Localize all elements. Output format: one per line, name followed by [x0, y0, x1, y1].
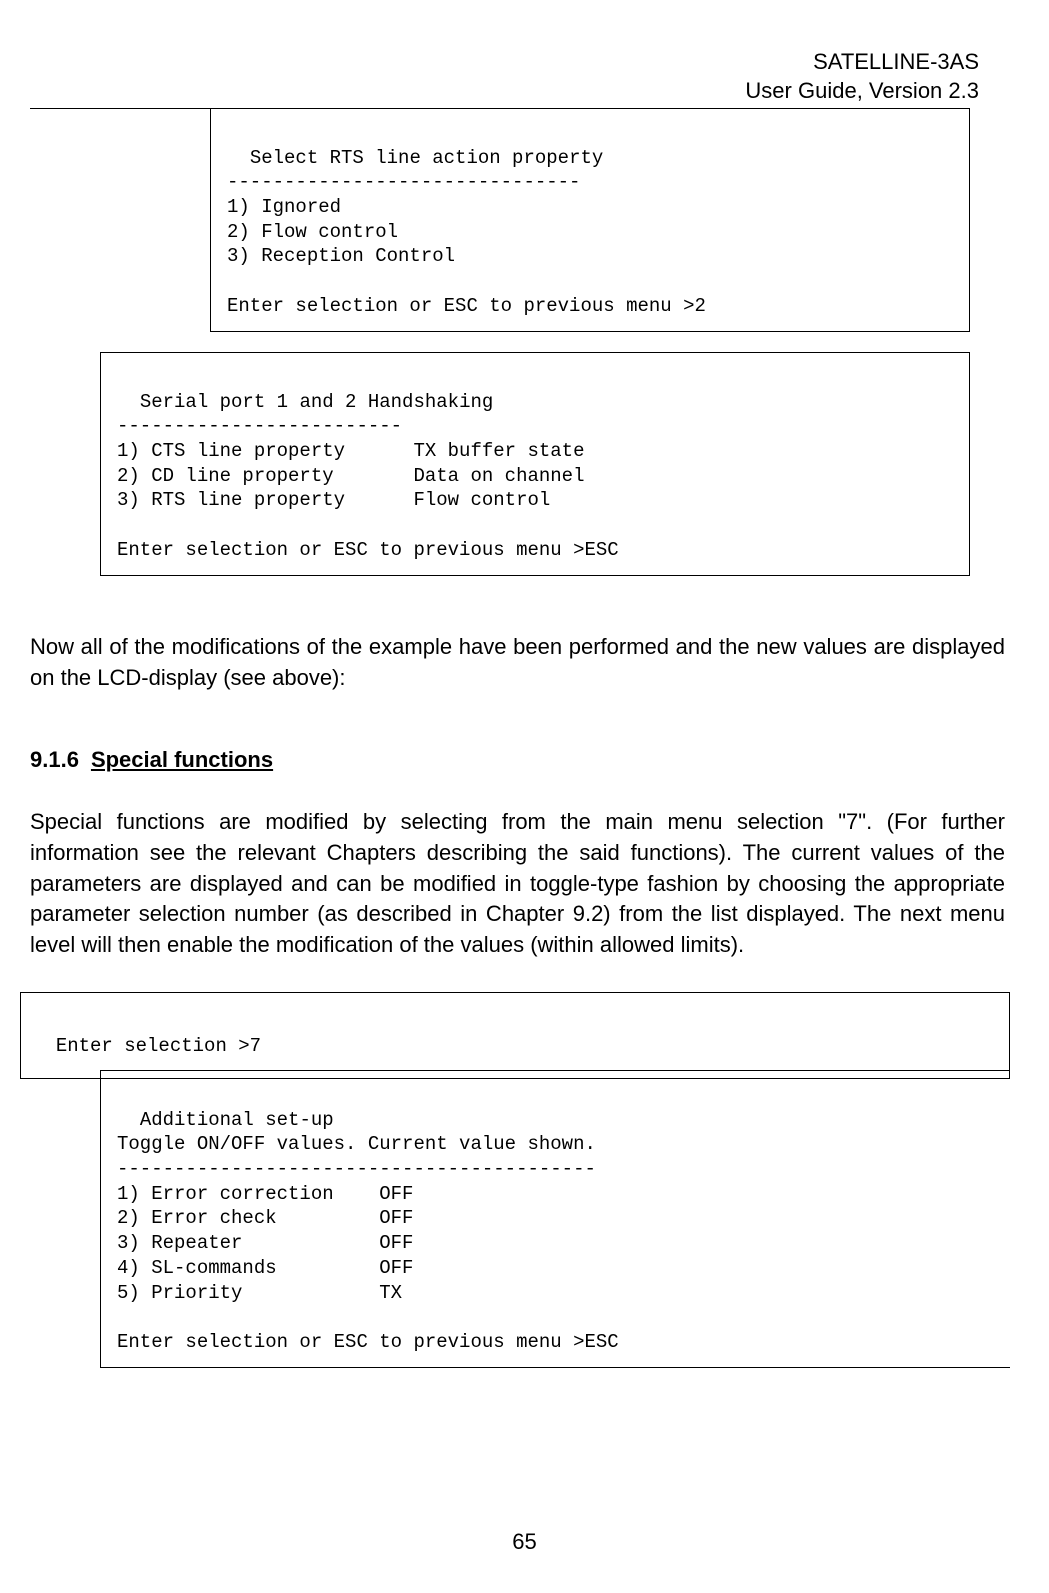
terminal-box-additional-setup: Additional set-up Toggle ON/OFF values. … — [100, 1070, 1010, 1368]
section-number: 9.1.6 — [30, 747, 79, 773]
page-number: 65 — [0, 1529, 1049, 1555]
terminal-box-rts-property: Select RTS line action property --------… — [210, 108, 970, 332]
header-divider — [30, 108, 210, 109]
terminal-text: Serial port 1 and 2 Handshaking --------… — [117, 391, 619, 561]
section-heading: 9.1.6 Special functions — [30, 747, 273, 773]
header-product: SATELLINE-3AS — [745, 48, 979, 77]
terminal-box-handshaking: Serial port 1 and 2 Handshaking --------… — [100, 352, 970, 576]
header-guide: User Guide, Version 2.3 — [745, 77, 979, 106]
terminal-text: Additional set-up Toggle ON/OFF values. … — [117, 1109, 619, 1353]
terminal-text: Select RTS line action property --------… — [227, 147, 706, 317]
page-header: SATELLINE-3AS User Guide, Version 2.3 — [745, 48, 979, 105]
paragraph-modifications: Now all of the modifications of the exam… — [30, 632, 1005, 694]
terminal-text: Enter selection >7 — [56, 1035, 261, 1057]
paragraph-special-functions: Special functions are modified by select… — [30, 807, 1005, 961]
section-title: Special functions — [91, 747, 273, 772]
terminal-box-enter-selection: Enter selection >7 — [20, 992, 1010, 1079]
